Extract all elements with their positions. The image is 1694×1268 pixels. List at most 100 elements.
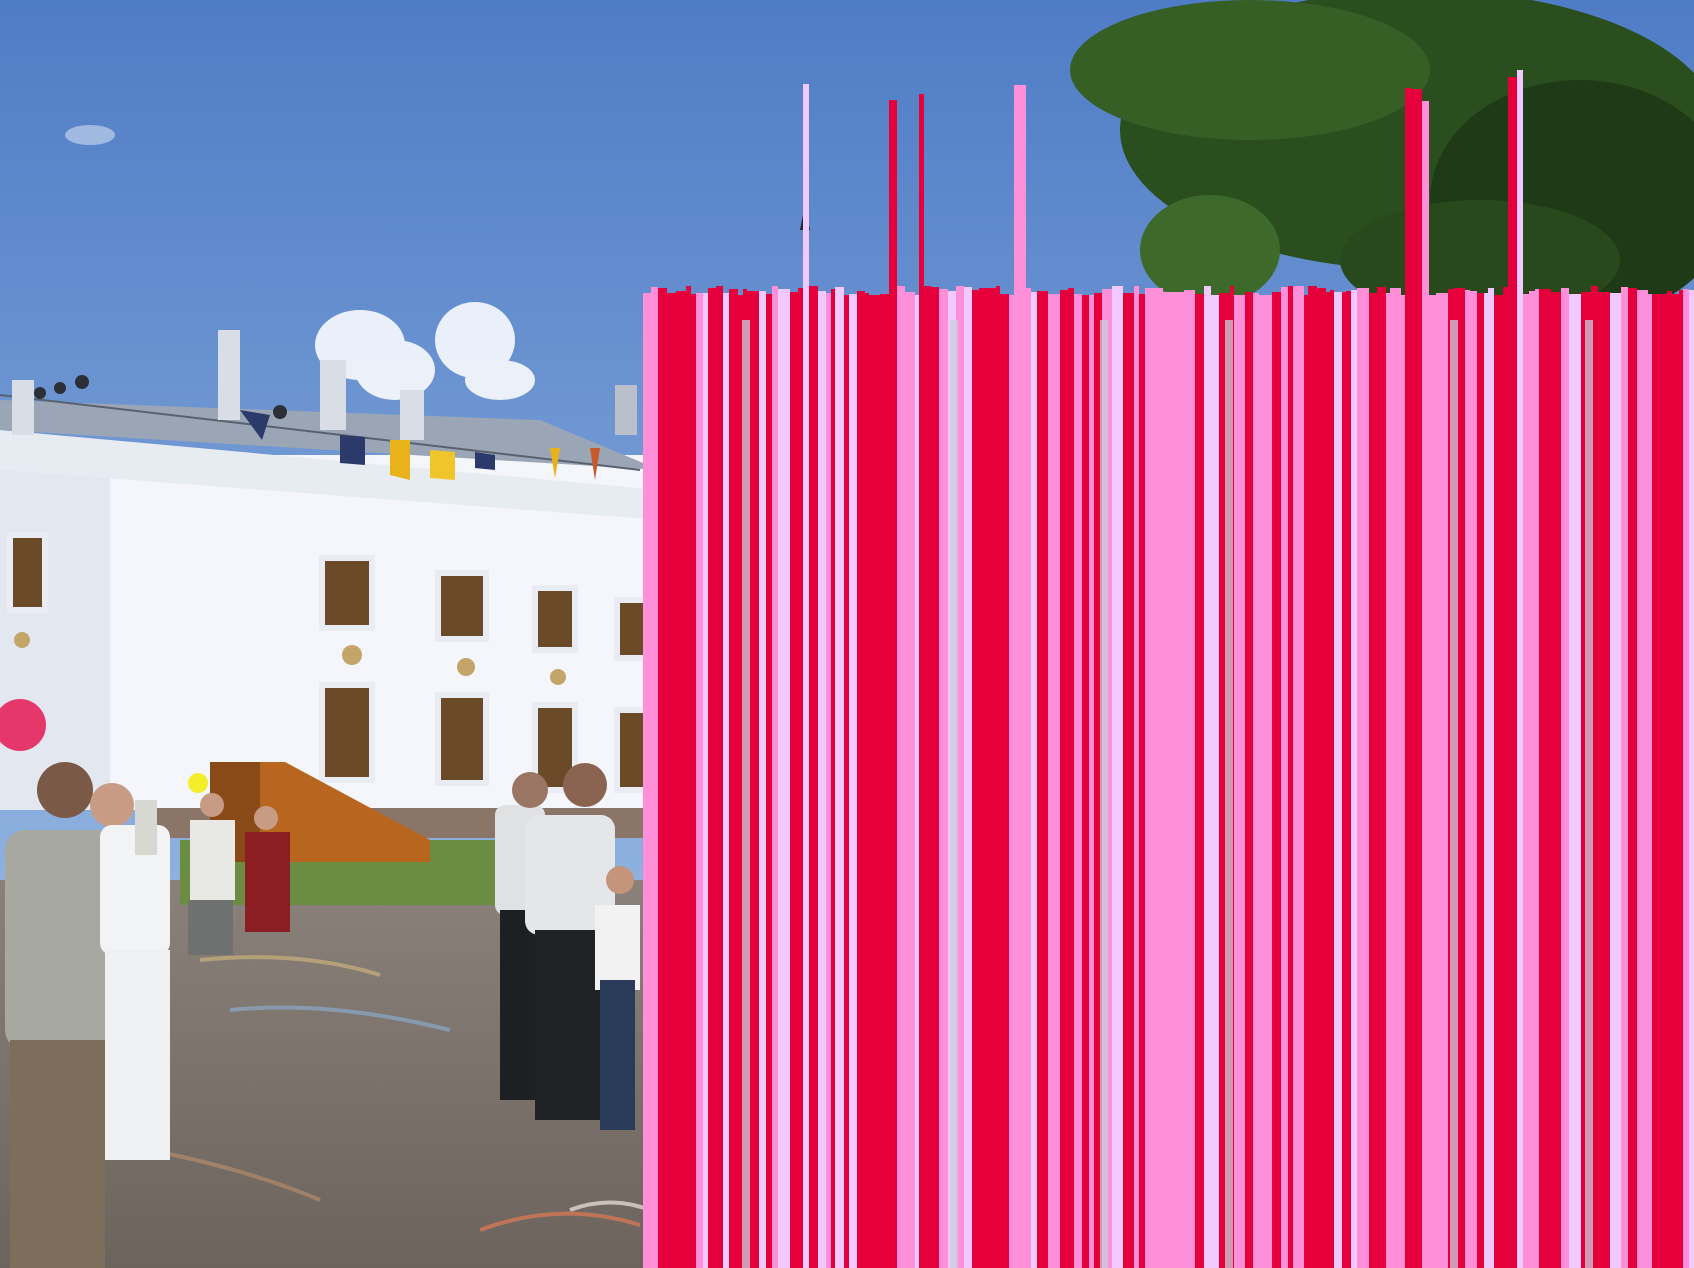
- glitch-stripe: [1401, 295, 1405, 1268]
- glitch-stripe: [1561, 288, 1569, 1268]
- glitch-stripe: [1465, 290, 1470, 1268]
- glitch-stripe: [1539, 289, 1551, 1268]
- glitch-stripe: [1377, 287, 1386, 1268]
- glitch-stripe: [1412, 89, 1422, 1268]
- glitch-stripe: [1317, 288, 1326, 1268]
- glitch-stripe: [1031, 292, 1037, 1268]
- glitch-stripe: [1037, 291, 1048, 1268]
- glitch-stripe: [1494, 295, 1503, 1268]
- glitch-stripe: [919, 94, 924, 1268]
- glitch-stripe: [1048, 294, 1060, 1268]
- glitch-stripe: [1288, 286, 1293, 1268]
- glitch-stripe: [1184, 290, 1195, 1268]
- glitch-stripe: [1672, 294, 1679, 1268]
- glitch-stripe: [889, 100, 897, 1268]
- glitch-stripe: [1667, 291, 1672, 1268]
- glitch-stripe: [1679, 290, 1683, 1268]
- glitch-stripe: [1386, 293, 1390, 1268]
- glitch-stripe: [964, 287, 972, 1268]
- glitch-stripe: [1621, 287, 1628, 1268]
- glitch-stripe: [1422, 101, 1429, 1268]
- glitch-stripe: [1652, 294, 1660, 1268]
- glitch-stripe: [1259, 295, 1268, 1268]
- glitch-stripe: [1628, 288, 1637, 1268]
- glitch-stripe: [696, 293, 703, 1268]
- glitch-stripe: [1204, 286, 1211, 1268]
- glitch-stripe: [1508, 77, 1517, 1268]
- glitch-stripe: [1163, 292, 1175, 1268]
- glitch-stripe: [1195, 294, 1204, 1268]
- glitch-stripe: [1211, 295, 1219, 1268]
- glitch-stripe: [1342, 292, 1346, 1268]
- glitch-stripe: [1517, 70, 1523, 1268]
- glitch-stripe: [1470, 291, 1477, 1268]
- glitch-stripe: [831, 289, 835, 1268]
- glitch-stripe: [1429, 295, 1436, 1268]
- glitch-stripe: [772, 286, 778, 1268]
- glitch-stripe: [880, 294, 889, 1268]
- glitch-stripe: [1551, 292, 1561, 1268]
- glitch-stripe: [1330, 290, 1334, 1268]
- glitch-stripe: [849, 294, 857, 1268]
- glitch-stripe: [1139, 294, 1145, 1268]
- glitch-stripe: [691, 294, 696, 1268]
- glitch-stripe: [924, 286, 931, 1268]
- glitch-stripe: [1637, 290, 1648, 1268]
- glitch-stripe: [1123, 293, 1134, 1268]
- glitch-stripe: [1281, 287, 1288, 1268]
- glitch-stripe: [798, 288, 803, 1268]
- glitch-stripe: [1134, 286, 1139, 1268]
- glitch-stripe: [1272, 292, 1281, 1268]
- glitch-stripe: [1112, 286, 1123, 1268]
- glitch-stripe: [809, 286, 818, 1268]
- glitch-stripe: [1683, 289, 1689, 1268]
- glitch-stripe: [826, 293, 831, 1268]
- glitch-stripe: [803, 84, 809, 1268]
- glitch-grey-band: [742, 320, 750, 1268]
- glitch-stripe: [1089, 295, 1094, 1268]
- glitch-stripe: [1488, 288, 1494, 1268]
- glitch-stripe: [723, 293, 729, 1268]
- glitch-stripe: [658, 288, 667, 1268]
- glitch-stripe: [703, 293, 708, 1268]
- glitch-stripe: [1405, 88, 1412, 1268]
- glitch-stripe: [1157, 288, 1163, 1268]
- glitch-stripe: [1648, 294, 1652, 1268]
- glitch-grey-band: [1225, 320, 1233, 1268]
- glitch-stripe: [1026, 288, 1031, 1268]
- glitch-stripe: [1268, 295, 1272, 1268]
- glitch-grey-band: [1585, 320, 1593, 1268]
- glitch-stripe: [676, 291, 686, 1268]
- glitch-stripe: [643, 293, 651, 1268]
- glitch-stripe: [1346, 291, 1351, 1268]
- glitch-stripe: [1689, 290, 1694, 1268]
- glitch-stripe: [1529, 291, 1535, 1268]
- glitch-stripe: [1000, 294, 1009, 1268]
- glitch-stripe: [1304, 295, 1308, 1268]
- glitch-stripe: [1598, 292, 1610, 1268]
- glitch-stripe: [1535, 289, 1539, 1268]
- glitch-stripe: [766, 294, 772, 1268]
- glitch-stripe: [979, 288, 988, 1268]
- glitch-grey-band: [950, 320, 958, 1268]
- glitch-stripe: [651, 287, 658, 1268]
- glitch-stripe: [1308, 286, 1317, 1268]
- glitch-stripe: [1145, 288, 1157, 1268]
- glitch-stripe: [1390, 288, 1401, 1268]
- glitch-stripe: [865, 293, 869, 1268]
- glitch-stripe: [1477, 293, 1484, 1268]
- glitch-stripe: [790, 292, 798, 1268]
- glitch-stripe: [1014, 85, 1026, 1268]
- glitch-stripe: [1326, 292, 1330, 1268]
- glitch-stripe: [931, 287, 939, 1268]
- glitch-stripe: [778, 289, 790, 1268]
- glitch-stripe: [1234, 295, 1245, 1268]
- glitch-stripe: [835, 287, 844, 1268]
- glitch-stripe: [729, 289, 738, 1268]
- glitch-stripe: [972, 290, 979, 1268]
- glitch-stripe: [1060, 290, 1068, 1268]
- glitch-stripe: [716, 286, 723, 1268]
- glitch-stripe: [708, 288, 716, 1268]
